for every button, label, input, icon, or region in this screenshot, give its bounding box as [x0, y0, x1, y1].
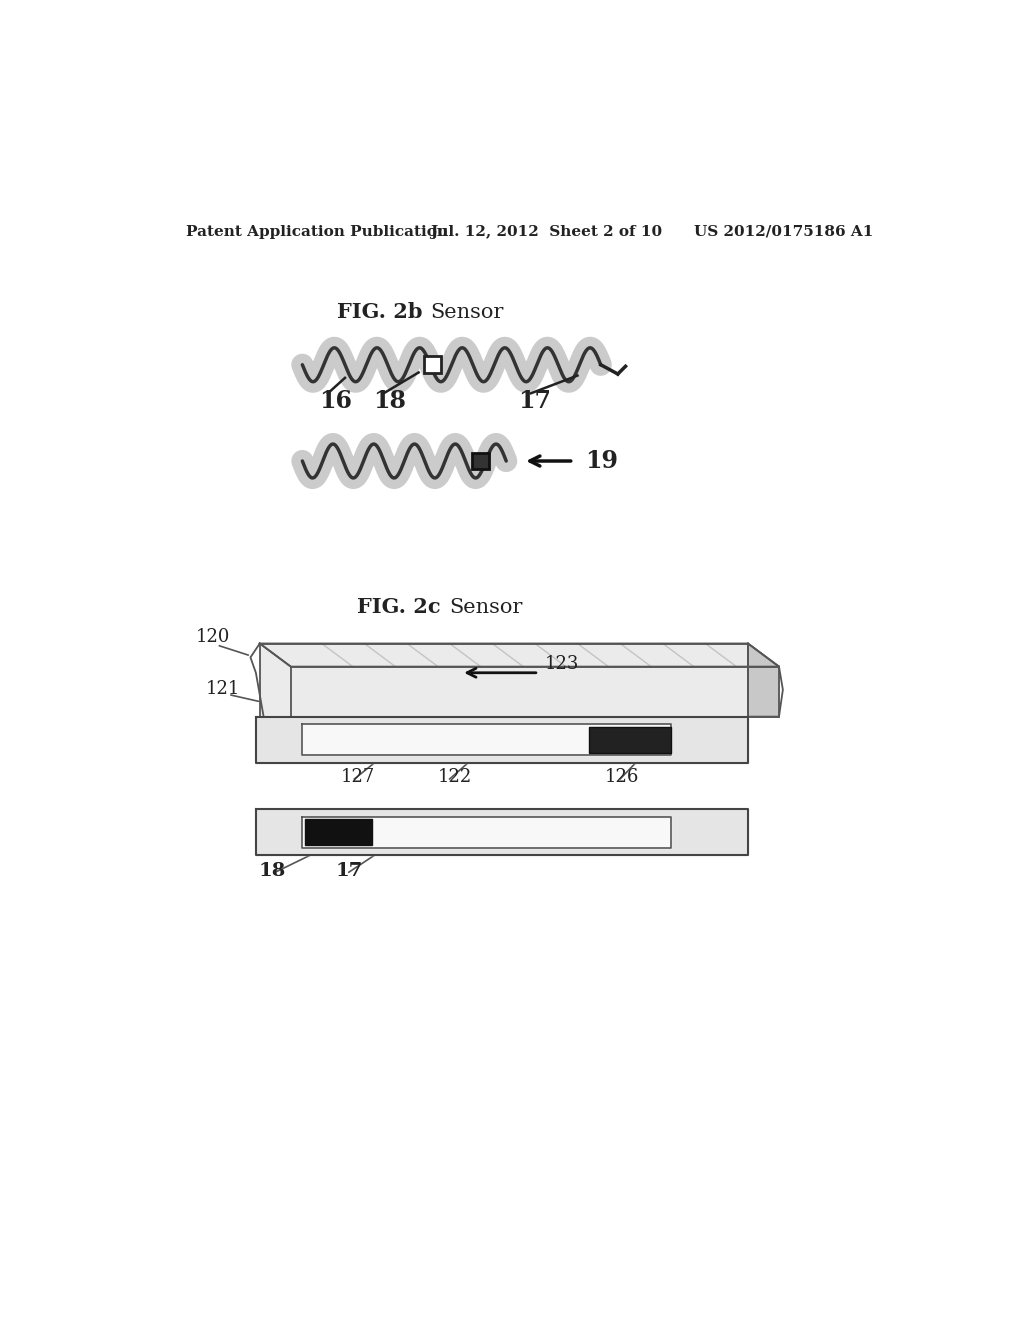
Bar: [472, 453, 489, 470]
Polygon shape: [260, 644, 748, 717]
Text: Sensor: Sensor: [450, 598, 523, 616]
Text: 121: 121: [206, 680, 240, 697]
Polygon shape: [256, 809, 748, 855]
Text: 123: 123: [545, 655, 580, 673]
Bar: [305, 818, 372, 845]
Text: 18: 18: [374, 389, 407, 413]
Bar: [424, 356, 441, 374]
Text: 127: 127: [341, 768, 376, 787]
Text: 19: 19: [586, 449, 618, 473]
Text: Jul. 12, 2012  Sheet 2 of 10: Jul. 12, 2012 Sheet 2 of 10: [430, 224, 663, 239]
Polygon shape: [256, 717, 748, 763]
Polygon shape: [302, 817, 671, 847]
Text: 126: 126: [604, 768, 639, 787]
Text: 16: 16: [319, 389, 352, 413]
Text: 17: 17: [336, 862, 362, 880]
Polygon shape: [302, 725, 671, 755]
Bar: [589, 727, 671, 752]
Text: 120: 120: [197, 628, 230, 645]
Text: FIG. 2b: FIG. 2b: [337, 302, 423, 322]
Text: Patent Application Publication: Patent Application Publication: [186, 224, 449, 239]
Text: Sensor: Sensor: [430, 302, 504, 322]
Text: US 2012/0175186 A1: US 2012/0175186 A1: [693, 224, 873, 239]
Text: 122: 122: [438, 768, 472, 787]
Text: 17: 17: [518, 389, 551, 413]
Text: FIG. 2c: FIG. 2c: [356, 598, 440, 618]
Text: 18: 18: [258, 862, 286, 880]
Polygon shape: [748, 644, 779, 717]
Polygon shape: [260, 644, 779, 667]
